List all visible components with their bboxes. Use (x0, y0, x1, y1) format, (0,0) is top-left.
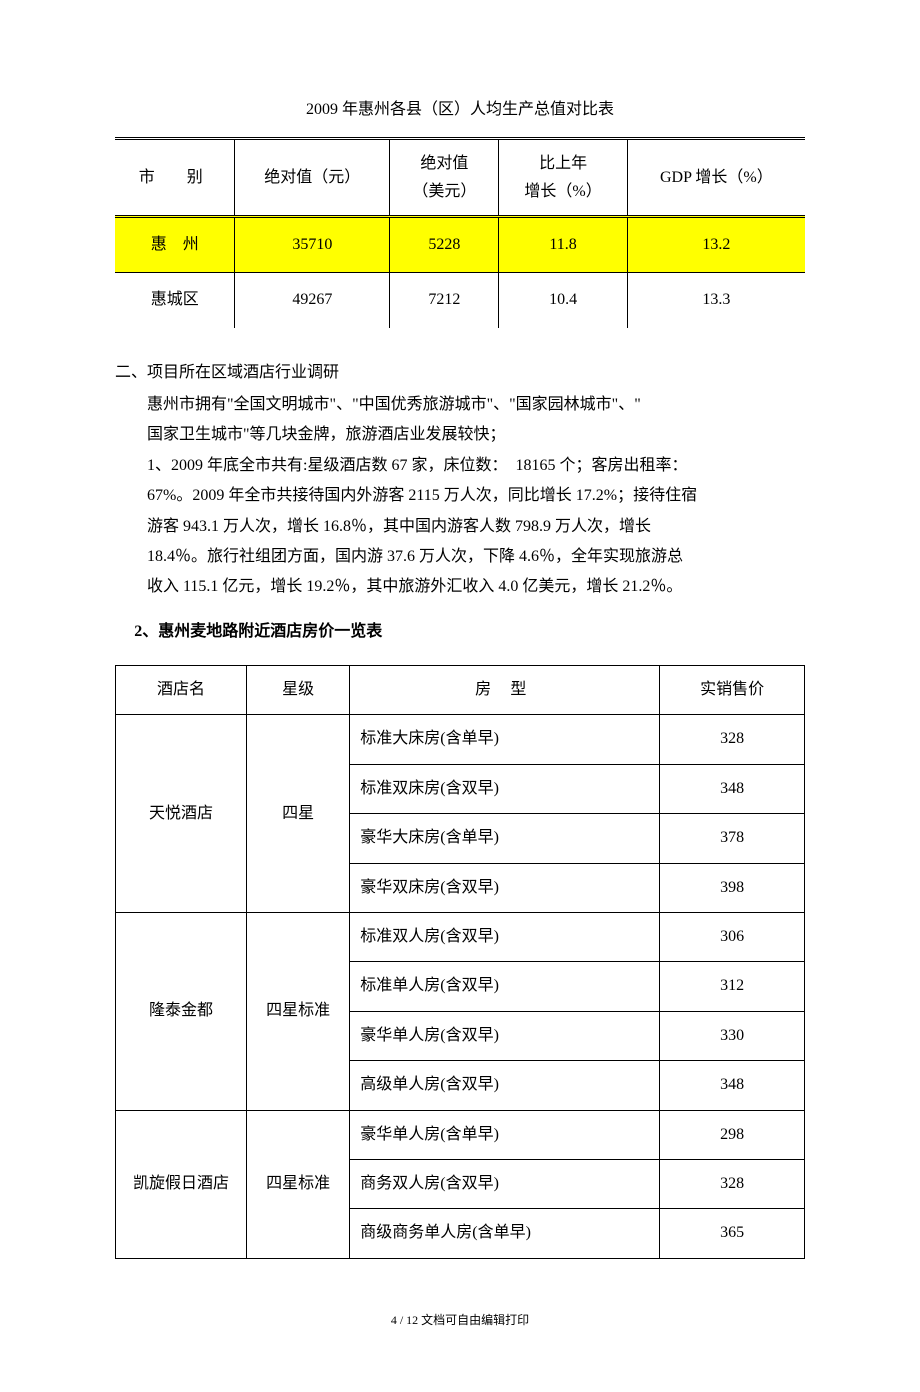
price-cell: 312 (660, 962, 805, 1011)
price-cell: 328 (660, 1159, 805, 1208)
table1-cell: 惠城区 (115, 273, 235, 328)
room-type-cell: 豪华双床房(含双早) (350, 863, 660, 912)
price-cell: 378 (660, 814, 805, 863)
room-type-cell: 标准双人房(含双早) (350, 913, 660, 962)
price-cell: 348 (660, 1061, 805, 1110)
table-row: 隆泰金都 四星标准 标准双人房(含双早) 306 (116, 913, 805, 962)
table1-cell: 10.4 (499, 273, 627, 328)
table1-cell: 惠 州 (115, 216, 235, 272)
room-type-cell: 标准大床房(含单早) (350, 715, 660, 764)
room-type-cell: 高级单人房(含双早) (350, 1061, 660, 1110)
room-type-cell: 商级商务单人房(含单早) (350, 1209, 660, 1258)
table-row: 天悦酒店 四星 标准大床房(含单早) 328 (116, 715, 805, 764)
hotel-name-cell: 隆泰金都 (116, 913, 247, 1111)
table1-header-abs-usd: 绝对值 （美元） (390, 139, 499, 216)
gdp-comparison-table: 市 别 绝对值（元） 绝对值 （美元） 比上年 增长（%） GDP 增长（%） … (115, 137, 805, 327)
body-line: 游客 943.1 万人次，增长 16.8％，其中国内游客人数 798.9 万人次… (147, 512, 805, 542)
page-footer: 4 / 12 文档可自由编辑打印 (115, 1309, 805, 1332)
table1-cell: 35710 (235, 216, 390, 272)
price-cell: 330 (660, 1011, 805, 1060)
table1-cell: 13.3 (627, 273, 805, 328)
table1-cell: 7212 (390, 273, 499, 328)
table-row: 凯旋假日酒店 四星标准 豪华单人房(含单早) 298 (116, 1110, 805, 1159)
room-type-cell: 豪华大床房(含单早) (350, 814, 660, 863)
table1-header-abs-yuan: 绝对值（元） (235, 139, 390, 216)
room-type-cell: 豪华单人房(含单早) (350, 1110, 660, 1159)
table1-header-row: 市 别 绝对值（元） 绝对值 （美元） 比上年 增长（%） GDP 增长（%） (115, 139, 805, 216)
price-cell: 306 (660, 913, 805, 962)
hotel-name-cell: 凯旋假日酒店 (116, 1110, 247, 1258)
table1-header-abs-usd-l2: （美元） (412, 183, 476, 200)
table2-header-hotel: 酒店名 (116, 666, 247, 715)
section2-heading: 二、项目所在区域酒店行业调研 (115, 358, 805, 388)
body-line: 惠州市拥有"全国文明城市"、"中国优秀旅游城市"、"国家园林城市"、" (147, 390, 805, 420)
body-line: 收入 115.1 亿元，增长 19.2％，其中旅游外汇收入 4.0 亿美元，增长… (147, 572, 805, 602)
room-type-cell: 标准双床房(含双早) (350, 764, 660, 813)
table2-header-star: 星级 (246, 666, 349, 715)
table1-cell: 11.8 (499, 216, 627, 272)
table1-row-huicheng: 惠城区 49267 7212 10.4 13.3 (115, 273, 805, 328)
room-type-cell: 标准单人房(含双早) (350, 962, 660, 1011)
body-line: 67%。2009 年全市共接待国内外游客 2115 万人次，同比增长 17.2%… (147, 481, 805, 511)
price-cell: 348 (660, 764, 805, 813)
price-cell: 298 (660, 1110, 805, 1159)
body-line: 18.4％。旅行社组团方面，国内游 37.6 万人次，下降 4.6％，全年实现旅… (147, 542, 805, 572)
table1-title: 2009 年惠州各县（区）人均生产总值对比表 (115, 95, 805, 125)
price-cell: 328 (660, 715, 805, 764)
table1-header-yoy: 比上年 增长（%） (499, 139, 627, 216)
hotel-name-cell: 天悦酒店 (116, 715, 247, 913)
table1-header-gdp-growth: GDP 增长（%） (627, 139, 805, 216)
table1-row-huizhou: 惠 州 35710 5228 11.8 13.2 (115, 216, 805, 272)
hotel-star-cell: 四星标准 (246, 913, 349, 1111)
section2-body: 惠州市拥有"全国文明城市"、"中国优秀旅游城市"、"国家园林城市"、" 国家卫生… (115, 390, 805, 603)
table1-header-abs-usd-l1: 绝对值 (420, 155, 468, 172)
hotel-star-cell: 四星 (246, 715, 349, 913)
body-line: 国家卫生城市"等几块金牌，旅游酒店业发展较快； (147, 420, 805, 450)
table1-cell: 13.2 (627, 216, 805, 272)
hotel-price-table: 酒店名 星级 房型 实销售价 天悦酒店 四星 标准大床房(含单早) 328 标准… (115, 665, 805, 1259)
table2-header-room: 房型 (350, 666, 660, 715)
table1-header-yoy-l2: 增长（%） (524, 183, 601, 200)
table1-header-yoy-l1: 比上年 (539, 155, 587, 172)
body-line: 1、2009 年底全市共有:星级酒店数 67 家，床位数： 18165 个；客房… (147, 451, 805, 481)
room-type-cell: 豪华单人房(含双早) (350, 1011, 660, 1060)
table2-header-price: 实销售价 (660, 666, 805, 715)
section2-subheading: 2、惠州麦地路附近酒店房价一览表 (115, 617, 805, 647)
table1-cell: 49267 (235, 273, 390, 328)
table1-header-city: 市 别 (115, 139, 235, 216)
table1-cell: 5228 (390, 216, 499, 272)
hotel-star-cell: 四星标准 (246, 1110, 349, 1258)
price-cell: 398 (660, 863, 805, 912)
price-cell: 365 (660, 1209, 805, 1258)
table2-header-row: 酒店名 星级 房型 实销售价 (116, 666, 805, 715)
room-type-cell: 商务双人房(含双早) (350, 1159, 660, 1208)
